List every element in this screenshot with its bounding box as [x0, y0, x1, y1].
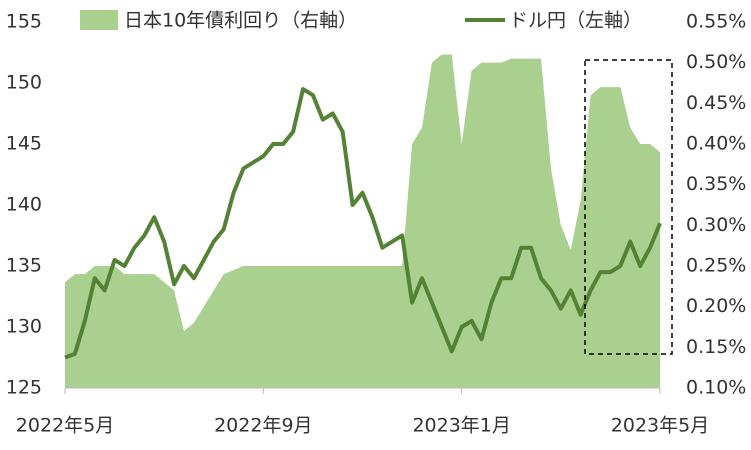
highlight-box [584, 59, 673, 355]
y-tick-label: 145 [6, 133, 42, 155]
y-tick-label: 155 [6, 11, 42, 33]
y2-tick-label: 0.45% [686, 92, 746, 114]
y2-tick-label: 0.35% [686, 173, 746, 195]
y-tick-label: 150 [6, 72, 42, 94]
y2-tick-label: 0.55% [686, 11, 746, 33]
y-tick-label: 135 [6, 255, 42, 277]
y2-tick-label: 0.15% [686, 336, 746, 358]
y2-tick-label: 0.25% [686, 255, 746, 277]
plot-area: 125 130 135 140 145 150 155 0.10% 0.15% 0.20% 0.25… [6, 10, 747, 437]
y-tick-label: 125 [6, 377, 42, 399]
y2-tick-label: 0.50% [686, 51, 746, 73]
line [64, 87, 662, 360]
y2-tick-label: 0.10% [686, 377, 746, 399]
legend-swatch [80, 10, 118, 30]
y2-tick-label: 0.30% [686, 214, 746, 236]
x-tick-label: 2022年9月 [214, 415, 312, 437]
x-tick-label: 2023年1月 [412, 415, 510, 437]
x-tick-label: 2023年5月 [611, 415, 709, 437]
y-tick-label: 130 [6, 316, 42, 338]
y2-tick-label: 0.20% [686, 295, 746, 317]
legend-label: ドル円（左軸） [509, 10, 642, 32]
x-tick-label: 2022年5月 [16, 415, 114, 437]
y2-tick-label: 0.40% [686, 133, 746, 155]
y-tick-label: 140 [6, 194, 42, 216]
area [65, 54, 660, 389]
legend-label: 日本10年債利回り（右軸） [124, 10, 357, 32]
